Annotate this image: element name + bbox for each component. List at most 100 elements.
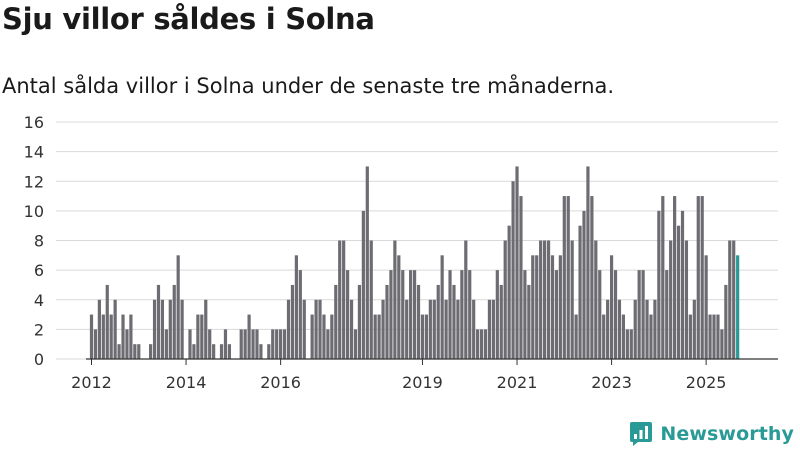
bar [129,314,133,359]
bar [606,299,610,359]
bar [531,255,535,359]
bar [176,255,180,359]
x-tick-label: 2023 [591,373,632,392]
bar [160,299,165,359]
bar [101,314,105,359]
y-tick-label: 12 [24,172,44,191]
bar [318,299,322,359]
bar [535,255,539,359]
bar [282,329,287,360]
bar [728,240,732,359]
bar [294,255,298,359]
bar [476,329,480,360]
bar [137,344,141,359]
bar [633,299,637,359]
bar [149,344,153,359]
bar [621,314,625,359]
bar [464,240,468,359]
bar [105,284,109,359]
data-label: 7 [740,0,751,5]
bar [267,344,271,359]
bar [334,284,338,359]
bar [582,210,586,360]
bar [412,270,417,360]
bar [688,314,692,359]
bar [424,314,428,359]
bar [704,255,708,359]
bar [558,255,562,359]
bar [416,284,421,359]
bar [590,196,594,359]
bar [409,270,413,360]
bar [724,284,728,359]
bar [420,314,425,359]
bar [168,299,172,359]
bar [676,225,681,359]
bar [156,284,161,359]
bar [109,314,113,359]
bar [188,329,192,360]
bar-chart: 0 2 4 6 8 10 12 14 16 2012 2014 2016 2019 2021 2023 202… [24,0,778,392]
bar [436,284,440,359]
bar [113,299,117,359]
bar [275,329,279,360]
bar [271,329,275,360]
bar [432,299,436,359]
y-tick-label: 2 [34,320,44,339]
bar [519,196,523,359]
y-tick-label: 10 [24,202,44,221]
bar [673,196,677,359]
bar [680,210,685,360]
bar [125,329,129,360]
bar [330,314,334,359]
bar [133,344,137,359]
bar [440,255,444,359]
bar [495,270,499,360]
bar [346,270,350,360]
bar [649,314,653,359]
y-tick-label: 0 [34,350,44,369]
bar [539,240,543,359]
bar [692,299,696,359]
bar [444,299,448,359]
brand-logo: Newsworthy [629,418,794,450]
bar [625,329,629,360]
bar [192,344,196,359]
bar [172,284,176,359]
bar [479,329,484,360]
bar [629,329,633,360]
bar [322,314,326,359]
bar [298,270,302,360]
bar [653,299,657,359]
bar [665,270,669,360]
bar [657,210,661,360]
bar [353,329,358,360]
bar [223,329,228,360]
newsworthy-logo-icon [630,422,653,446]
bar [200,314,204,359]
bar [641,270,645,360]
x-tick-label: 2016 [260,373,301,392]
bar [472,299,476,359]
bar [397,255,401,359]
bar [212,344,216,359]
bar [89,314,94,359]
bar [290,284,295,359]
bar [97,299,101,359]
bar [385,284,389,359]
bar [286,299,291,359]
bar [566,196,570,359]
bar [243,329,247,360]
bar [661,196,665,359]
bar [523,270,527,360]
bar [483,329,488,360]
bar [365,166,369,359]
bar [637,270,641,360]
bar [251,329,255,360]
bar [594,240,598,359]
bar [456,299,460,359]
x-tick-label: 2021 [497,373,538,392]
bar [302,299,306,359]
bar [448,270,452,360]
bar [314,299,318,359]
